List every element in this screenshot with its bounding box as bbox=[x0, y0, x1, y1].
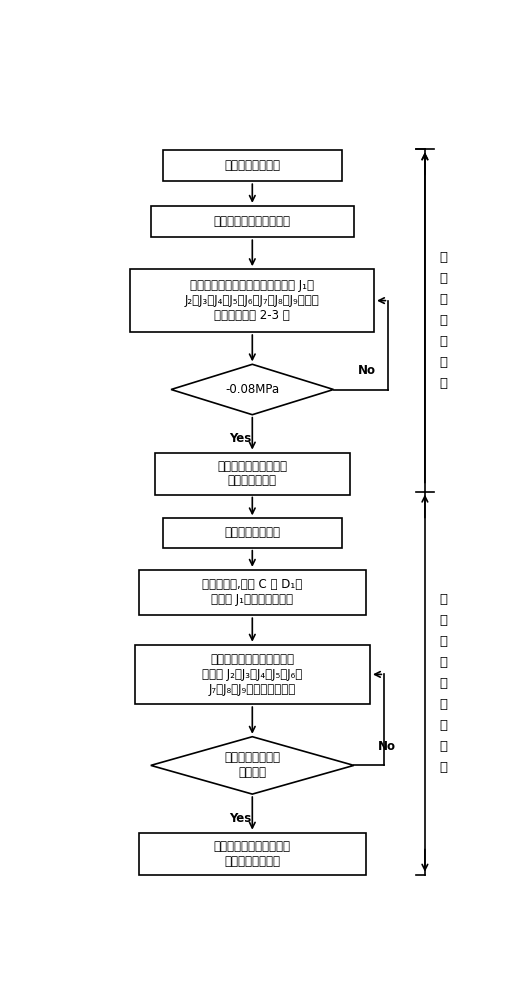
Text: 关闭真空泵，三维比例
模型抽真空结束: 关闭真空泵，三维比例 模型抽真空结束 bbox=[217, 460, 287, 488]
Bar bbox=[135, 645, 370, 704]
Bar bbox=[138, 833, 366, 875]
Text: 打开和关闭相应的电磁阀，
模拟井 J₂、J₃、J₄、J₅、J₆、
J₇、J₈、J₉依次饱和地层水: 打开和关闭相应的电磁阀， 模拟井 J₂、J₃、J₄、J₅、J₆、 J₇、J₈、J… bbox=[202, 653, 302, 696]
Bar bbox=[151, 206, 354, 237]
Text: 关闭所有的电磁阀: 关闭所有的电磁阀 bbox=[224, 159, 280, 172]
Polygon shape bbox=[151, 737, 354, 794]
Text: 打开和关闭相应的电磁阀，模拟井 J₁、
J₂、J₃、J₄、J₅、J₆、J₇、J₈、J₉依次抽
真空，并循环 2-3 次: 打开和关闭相应的电磁阀，模拟井 J₁、 J₂、J₃、J₄、J₅、J₆、J₇、J₈… bbox=[185, 279, 320, 322]
Text: -0.08MPa: -0.08MPa bbox=[225, 383, 279, 396]
Bar bbox=[130, 269, 374, 332]
Bar bbox=[155, 452, 350, 494]
Text: 自
动
抽
真
空
过
程: 自 动 抽 真 空 过 程 bbox=[439, 251, 447, 390]
Text: 关闭液压泵，三维比例模
型饱和地层水结束: 关闭液压泵，三维比例模 型饱和地层水结束 bbox=[214, 840, 291, 868]
Text: Yes: Yes bbox=[229, 812, 251, 825]
Text: 启动真空泵，开始抽真空: 启动真空泵，开始抽真空 bbox=[214, 215, 291, 228]
Polygon shape bbox=[171, 364, 333, 415]
Text: 传感器温度等于地
层水温度: 传感器温度等于地 层水温度 bbox=[224, 751, 280, 779]
Text: 启动液压泵,打开 C 和 D₁，
模拟井 J₁开始注入地层水: 启动液压泵,打开 C 和 D₁， 模拟井 J₁开始注入地层水 bbox=[202, 578, 302, 606]
Text: 关闭所有的电磁阀: 关闭所有的电磁阀 bbox=[224, 526, 280, 540]
Bar bbox=[163, 150, 342, 181]
Text: No: No bbox=[358, 364, 376, 377]
Bar bbox=[163, 518, 342, 548]
Bar bbox=[138, 570, 366, 615]
Text: No: No bbox=[378, 740, 396, 753]
Text: 自
动
饱
和
地
层
水
过
程: 自 动 饱 和 地 层 水 过 程 bbox=[439, 593, 447, 774]
Text: Yes: Yes bbox=[229, 432, 251, 445]
